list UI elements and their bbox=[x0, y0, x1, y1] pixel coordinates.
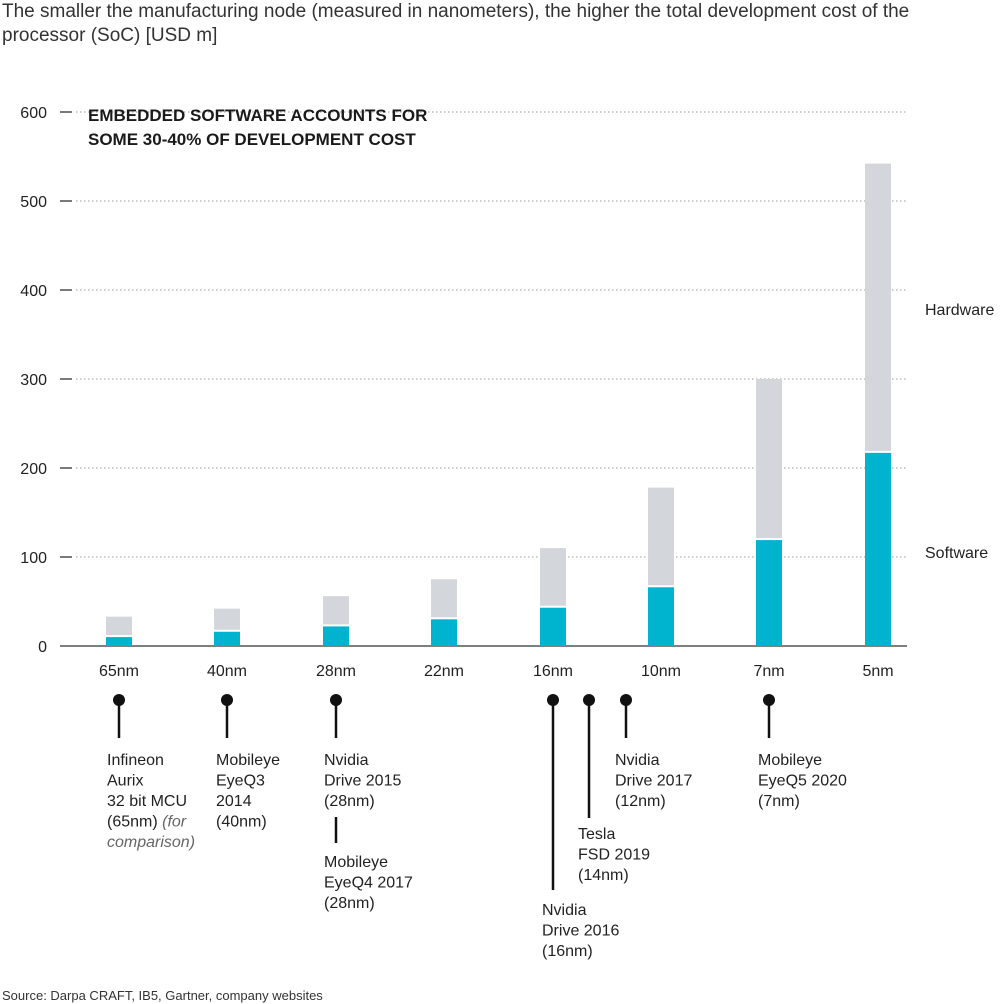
annotation-label: (28nm) bbox=[324, 895, 375, 912]
annotation-label: 2014 bbox=[216, 793, 252, 810]
bar-hardware-10nm bbox=[648, 487, 674, 586]
bar-hardware-16nm bbox=[540, 548, 566, 606]
bar-hardware-40nm bbox=[214, 608, 240, 630]
bar-software-40nm bbox=[214, 631, 240, 646]
bar-software-10nm bbox=[648, 587, 674, 646]
annotation-label: (16nm) bbox=[542, 943, 593, 960]
annotation-label: Nvidia bbox=[615, 752, 660, 769]
legend-hardware: Hardware bbox=[925, 302, 994, 319]
bar-software-16nm bbox=[540, 607, 566, 646]
annotation-label: (7nm) bbox=[758, 793, 800, 810]
annotation-label: (65nm) (for bbox=[107, 814, 187, 831]
chip-annotations: Infineon Aurix 32 bit MCU (65nm) (for compar… bbox=[107, 694, 847, 960]
chart-title-line-1: EMBEDDED SOFTWARE ACCOUNTS FOR bbox=[88, 106, 427, 125]
x-tick-label: 28nm bbox=[316, 663, 356, 680]
bar-software-22nm bbox=[431, 619, 457, 646]
bar-hardware-7nm bbox=[756, 379, 782, 539]
x-axis-categories: 65nm 40nm 28nm 22nm 16nm 10nm 7nm 5nm bbox=[99, 663, 894, 680]
bars bbox=[106, 163, 891, 646]
annotation-label: Mobileye bbox=[324, 854, 388, 871]
bar-hardware-22nm bbox=[431, 579, 457, 618]
source-note: Source: Darpa CRAFT, IB5, Gartner, compa… bbox=[2, 988, 323, 1003]
y-axis-ticks: 0 100 200 300 400 500 600 bbox=[20, 105, 47, 656]
annotation-label: Drive 2015 bbox=[324, 773, 401, 790]
bar-hardware-5nm bbox=[865, 163, 891, 451]
annotation-label: Drive 2017 bbox=[615, 773, 692, 790]
annotation-label: Infineon bbox=[107, 752, 164, 769]
x-tick-label: 65nm bbox=[99, 663, 139, 680]
y-tick-label: 0 bbox=[38, 639, 47, 656]
y-tick-label: 400 bbox=[20, 283, 47, 300]
chart-title-line-2: SOME 30-40% OF DEVELOPMENT COST bbox=[88, 130, 416, 149]
x-tick-label: 22nm bbox=[424, 663, 464, 680]
bar-hardware-65nm bbox=[106, 616, 132, 636]
bar-software-5nm bbox=[865, 452, 891, 646]
annotation-label: EyeQ4 2017 bbox=[324, 875, 413, 892]
annotation-note: (for bbox=[158, 814, 187, 831]
annotation-label: Nvidia bbox=[542, 902, 587, 919]
x-tick-label: 7nm bbox=[753, 663, 784, 680]
y-tick-label: 300 bbox=[20, 372, 47, 389]
x-tick-label: 5nm bbox=[862, 663, 893, 680]
y-tick-label: 600 bbox=[20, 105, 47, 122]
annotation-label: EyeQ5 2020 bbox=[758, 773, 847, 790]
annotation-label: Tesla bbox=[578, 826, 615, 843]
chart-subtitle: The smaller the manufacturing node (meas… bbox=[2, 1, 910, 46]
bar-software-7nm bbox=[756, 540, 782, 646]
annotation-label: Drive 2016 bbox=[542, 923, 619, 940]
annotation-label: Mobileye bbox=[216, 752, 280, 769]
annotation-label: (12nm) bbox=[615, 793, 666, 810]
annotation-label: Nvidia bbox=[324, 752, 369, 769]
annotation-label: 32 bit MCU bbox=[107, 793, 187, 810]
annotation-label: Mobileye bbox=[758, 752, 822, 769]
x-tick-label: 40nm bbox=[207, 663, 247, 680]
x-tick-label: 16nm bbox=[533, 663, 573, 680]
annotation-label: (40nm) bbox=[216, 814, 267, 831]
annotation-label: (28nm) bbox=[324, 793, 375, 810]
annotation-label: EyeQ3 bbox=[216, 773, 265, 790]
annotation-label: Aurix bbox=[107, 773, 143, 790]
y-tick-label: 200 bbox=[20, 461, 47, 478]
bar-software-65nm bbox=[106, 637, 132, 646]
annotation-note: comparison) bbox=[107, 834, 195, 851]
bar-hardware-28nm bbox=[323, 596, 349, 625]
annotation-label: FSD 2019 bbox=[578, 847, 650, 864]
x-tick-label: 10nm bbox=[641, 663, 681, 680]
y-tick-label: 100 bbox=[20, 550, 47, 567]
y-tick-label: 500 bbox=[20, 194, 47, 211]
bar-software-28nm bbox=[323, 626, 349, 646]
annotation-label: (14nm) bbox=[578, 867, 629, 884]
legend-software: Software bbox=[925, 545, 988, 562]
